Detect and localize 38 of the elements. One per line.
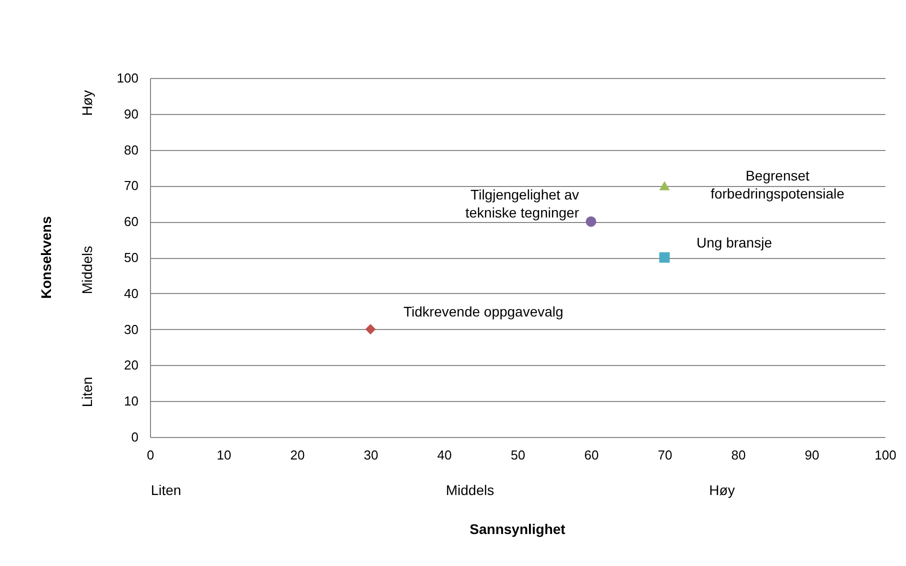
point bbox=[659, 181, 670, 190]
x-tick-label: 20 bbox=[290, 448, 305, 462]
x-tick-label: 100 bbox=[874, 448, 896, 462]
y-tick-label: 20 bbox=[124, 358, 138, 373]
text: Liten bbox=[79, 376, 95, 408]
x-tick-label: 60 bbox=[584, 448, 599, 462]
text: Høy bbox=[79, 90, 95, 116]
y-tick-label: 100 bbox=[116, 70, 138, 86]
y-tick-label: 90 bbox=[124, 106, 138, 122]
x-tick-label: 50 bbox=[510, 448, 526, 462]
y-tick-label: 50 bbox=[124, 250, 138, 265]
point bbox=[659, 252, 670, 263]
y-tick-label: 60 bbox=[124, 214, 138, 230]
x-tick-label: 0 bbox=[146, 448, 154, 462]
x-tick-label: 80 bbox=[731, 448, 746, 462]
text: Middels bbox=[79, 246, 95, 294]
x-tick-label: 40 bbox=[437, 448, 452, 462]
series-label: Tilgjengelighet av tekniske tegninger bbox=[465, 186, 580, 221]
y-tick-label: 40 bbox=[124, 286, 138, 301]
y-tick-label: 30 bbox=[124, 322, 138, 337]
y-tick-label: 70 bbox=[124, 178, 138, 194]
y-axis-title: Konsekvens bbox=[38, 216, 54, 299]
x-tick-label: 10 bbox=[216, 448, 232, 462]
text: Begrenset forbedringspotensiale bbox=[710, 168, 845, 202]
point bbox=[365, 324, 376, 335]
y-tick-label: 10 bbox=[124, 394, 138, 409]
text: Liten bbox=[150, 482, 182, 498]
point bbox=[586, 216, 596, 227]
x-tick-label: 30 bbox=[364, 448, 378, 462]
x-axis-title: Sannsynlighet bbox=[470, 521, 566, 537]
x-tick-label: 70 bbox=[658, 448, 672, 462]
series-label: Ung bransje bbox=[696, 234, 772, 250]
text: Middels bbox=[446, 482, 494, 498]
y-tick-label: 80 bbox=[124, 142, 138, 158]
text: Tidkrevende oppgavevalg bbox=[404, 303, 564, 320]
x-tick-label: 90 bbox=[804, 448, 820, 462]
text: Høy bbox=[709, 482, 735, 498]
y-tick-label: 0 bbox=[131, 430, 138, 444]
